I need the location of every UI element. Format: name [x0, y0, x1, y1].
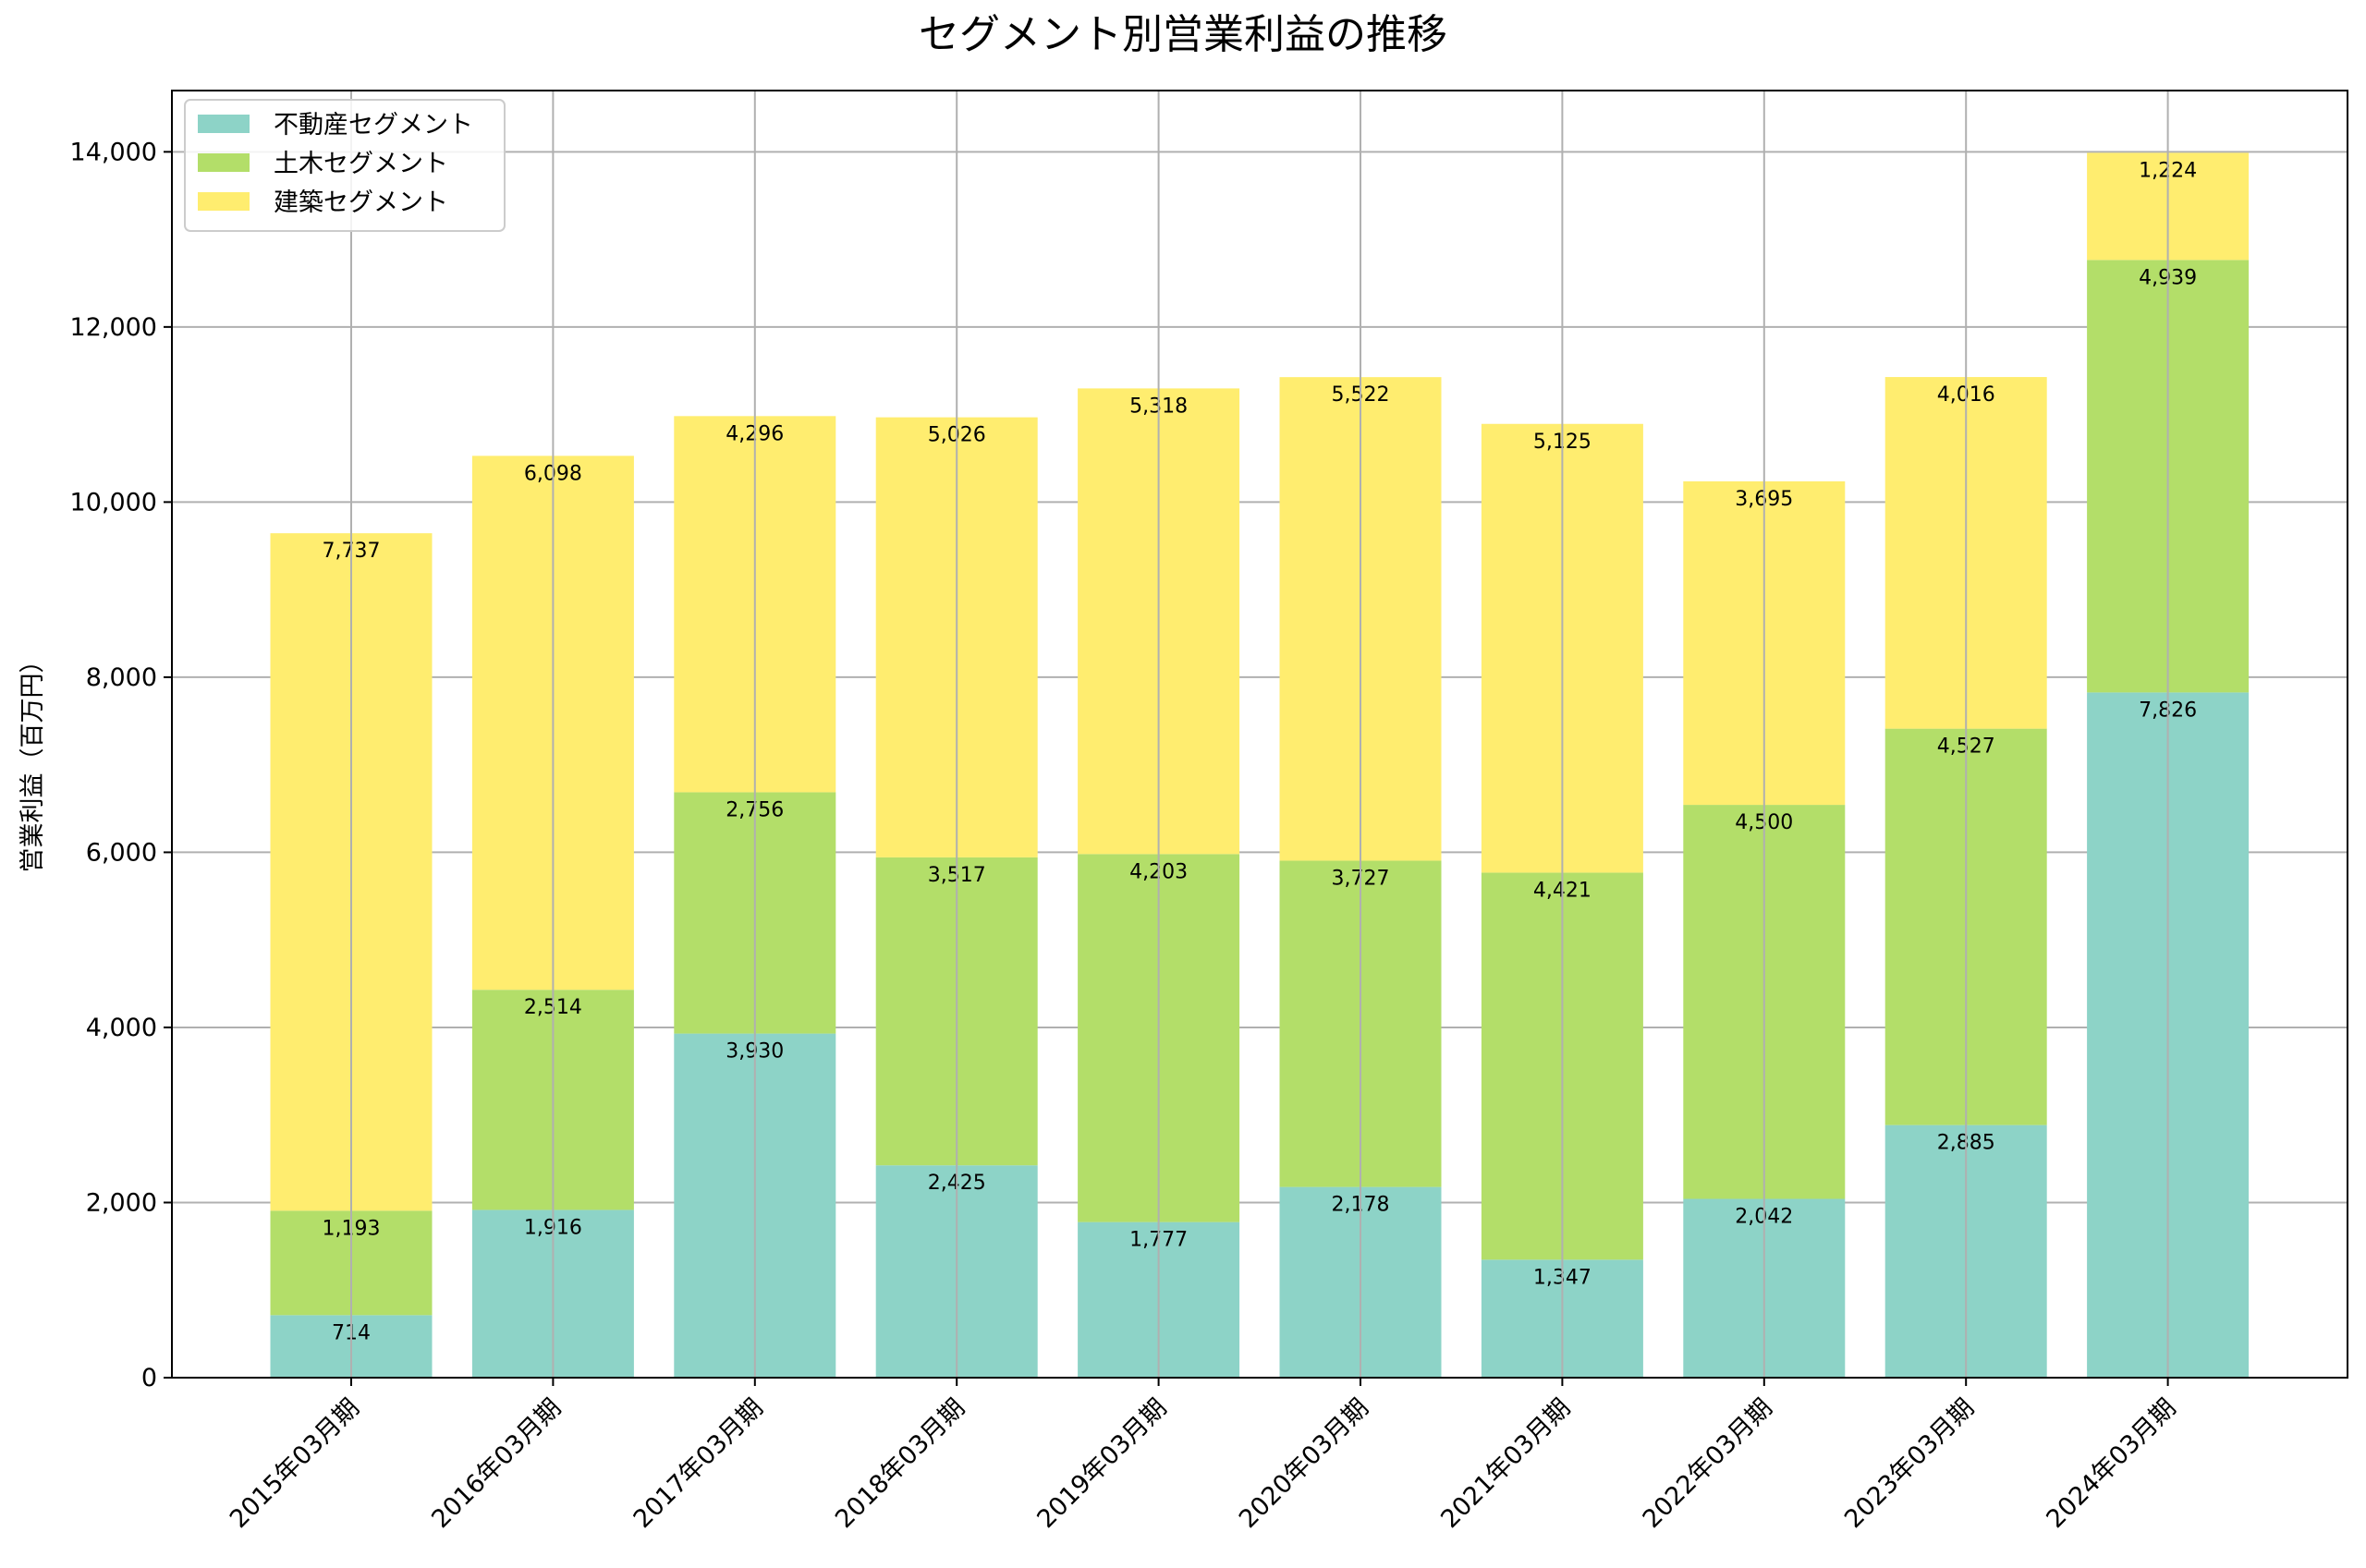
- x-ticks: 2015年03月期 2016年03月期 2017年03月期 2018年03月期 2019…: [225, 1378, 2182, 1534]
- legend-entry: 不動産セグメント: [274, 111, 473, 140]
- legend-swatch: [198, 153, 250, 172]
- legend-box: [184, 99, 506, 232]
- x-tick-label: 2020年03月期: [1234, 1393, 1374, 1534]
- y-tick-label: 12,000: [70, 313, 157, 342]
- y-tick-label: 10,000: [70, 488, 157, 517]
- x-tick-label: 2024年03月期: [2041, 1393, 2181, 1534]
- legend-swatch: [198, 115, 250, 133]
- x-tick-label: 2017年03月期: [628, 1393, 769, 1534]
- legend-entry: 建築セグメント: [274, 188, 448, 217]
- x-tick-label: 2015年03月期: [225, 1393, 365, 1534]
- x-tick-label: 2023年03月期: [1839, 1393, 1980, 1534]
- bars: [270, 152, 2250, 1378]
- y-tick-label: 8,000: [86, 663, 157, 692]
- x-tick-label: 2019年03月期: [1031, 1393, 1172, 1534]
- y-tick-label: 6,000: [86, 838, 157, 867]
- vertical-gridlines: [350, 91, 2169, 1378]
- x-tick-label: 2021年03月期: [1435, 1393, 1576, 1534]
- plot-frame: [171, 90, 2348, 1379]
- y-ticks: 0 2,000 4,000 6,000 8,000 10,000 12,000 14,000: [70, 138, 172, 1392]
- y-tick-label: 4,000: [86, 1014, 157, 1042]
- legend-swatch: [198, 192, 250, 211]
- y-axis-label: 営業利益（百万円）: [18, 649, 47, 873]
- x-tick-label: 2018年03月期: [830, 1393, 970, 1534]
- y-tick-label: 14,000: [70, 138, 157, 166]
- y-tick-label: 0: [141, 1364, 157, 1392]
- x-tick-label: 2022年03月期: [1638, 1393, 1778, 1534]
- y-tick-label: 2,000: [86, 1188, 157, 1217]
- x-tick-label: 2016年03月期: [426, 1393, 567, 1534]
- chart-title: セグメント別営業利益の推移: [919, 11, 1447, 58]
- legend-entry: 土木セグメント: [274, 150, 448, 178]
